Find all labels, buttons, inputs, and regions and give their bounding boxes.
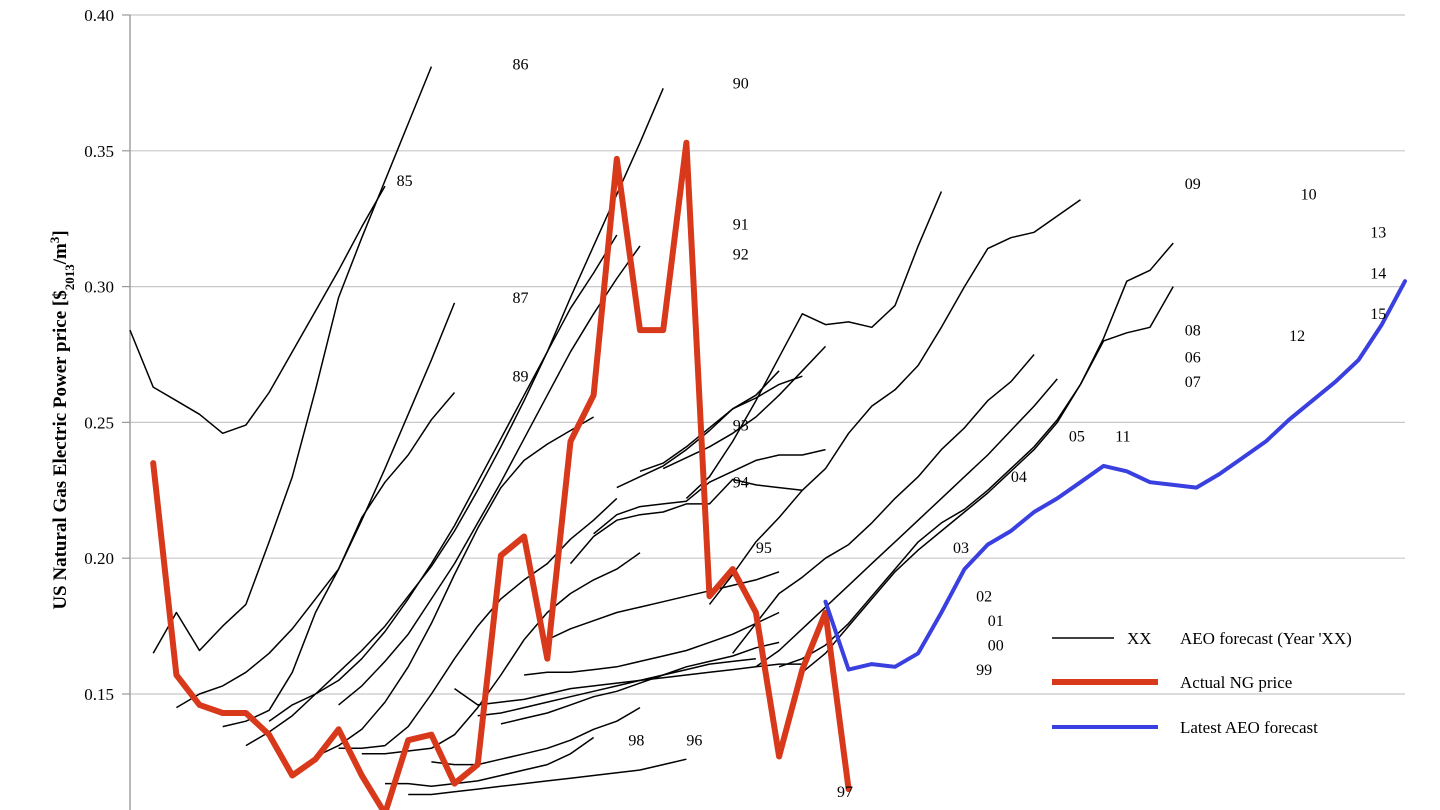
series-label-11: 11 xyxy=(1115,428,1130,445)
legend-entry: Actual NG price xyxy=(1180,673,1292,692)
forecast-lines xyxy=(129,66,1174,796)
series-label-96: 96 xyxy=(686,733,702,750)
series-label-90: 90 xyxy=(733,75,749,92)
series-label-15: 15 xyxy=(1370,306,1386,323)
y-tick-labels: 0.40 0.35 0.30 0.25 0.20 0.15 xyxy=(84,6,114,704)
actual-price-path xyxy=(150,139,852,810)
forecast-line-93 xyxy=(315,416,594,758)
forecast-line-94 xyxy=(338,497,618,750)
forecast-line-08 xyxy=(662,345,827,470)
forecast-line-05 xyxy=(593,448,826,535)
forecast-line-95 xyxy=(361,552,641,755)
series-label-99: 99 xyxy=(976,662,992,679)
series-label-08: 08 xyxy=(1185,322,1201,339)
y-axis-label: US Natural Gas Electric Power price [$20… xyxy=(47,230,77,609)
y-tick-label: 0.30 xyxy=(84,278,114,297)
forecast-line-11 xyxy=(732,354,1035,654)
forecast-line-97 xyxy=(408,758,687,796)
series-label-04: 04 xyxy=(1011,469,1027,486)
gridlines xyxy=(122,14,1405,695)
series-label-93: 93 xyxy=(733,418,749,435)
series-label-02: 02 xyxy=(976,589,992,606)
series-label-14: 14 xyxy=(1370,265,1386,282)
legend: XX AEO forecast (Year 'XX) Actual NG price… xyxy=(1052,629,1352,737)
latest-forecast-line xyxy=(823,279,1407,672)
series-label-07: 07 xyxy=(1185,374,1201,391)
forecast-line-91 xyxy=(268,234,618,722)
forecast-line-85 xyxy=(129,185,386,435)
series-label-95: 95 xyxy=(756,540,772,557)
y-tick-label: 0.35 xyxy=(84,142,114,161)
series-label-09: 09 xyxy=(1185,176,1201,193)
series-label-92: 92 xyxy=(733,246,749,263)
series-label-05: 05 xyxy=(1069,428,1085,445)
forecast-line-12 xyxy=(755,378,1058,668)
series-label-12: 12 xyxy=(1289,328,1305,345)
y-tick-label: 0.40 xyxy=(84,6,114,25)
series-label-87: 87 xyxy=(513,290,529,307)
series-label-01: 01 xyxy=(988,613,1004,630)
forecast-line-06 xyxy=(616,370,780,489)
forecast-line-00 xyxy=(477,657,756,717)
forecast-line-09 xyxy=(685,191,943,499)
forecast-line-92 xyxy=(338,245,641,706)
series-label-86: 86 xyxy=(513,56,529,73)
forecast-line-13 xyxy=(778,242,1174,668)
series-label-97: 97 xyxy=(837,784,853,801)
series-label-10: 10 xyxy=(1301,187,1317,204)
series-label-98: 98 xyxy=(628,733,644,750)
series-labels: 85 86 87 89 90 91 92 93 94 95 96 97 98 99 00 01 02 03 04 05… xyxy=(397,56,1387,801)
y-tick-label: 0.20 xyxy=(84,549,114,568)
forecast-line-98 xyxy=(431,706,641,766)
legend-entry: Latest AEO forecast xyxy=(1180,718,1318,737)
latest-forecast-path xyxy=(823,279,1407,672)
forecast-line-99 xyxy=(454,663,803,706)
y-tick-label: 0.25 xyxy=(84,413,114,432)
forecast-line-86 xyxy=(152,66,433,654)
forecast-line-04 xyxy=(569,478,803,565)
forecast-line-02 xyxy=(524,611,780,676)
series-label-85: 85 xyxy=(397,173,413,190)
series-label-13: 13 xyxy=(1370,225,1386,242)
series-label-06: 06 xyxy=(1185,350,1201,367)
legend-marker-text: XX xyxy=(1127,629,1152,648)
legend-entry: AEO forecast (Year 'XX) xyxy=(1180,629,1352,648)
forecast-line-01 xyxy=(500,641,780,725)
forecast-line-96 xyxy=(385,736,595,788)
actual-price-line xyxy=(150,139,852,810)
series-label-89: 89 xyxy=(513,369,529,386)
forecast-line-14 xyxy=(801,286,1174,673)
forecast-line-87 xyxy=(176,302,456,709)
series-label-94: 94 xyxy=(733,475,749,492)
series-label-91: 91 xyxy=(733,217,749,234)
y-tick-label: 0.15 xyxy=(84,685,114,704)
series-label-00: 00 xyxy=(988,638,1004,655)
series-label-03: 03 xyxy=(953,540,969,557)
forecast-line-07 xyxy=(639,375,803,473)
forecast-line-10 xyxy=(708,199,1081,605)
forecast-line-89 xyxy=(222,392,456,728)
